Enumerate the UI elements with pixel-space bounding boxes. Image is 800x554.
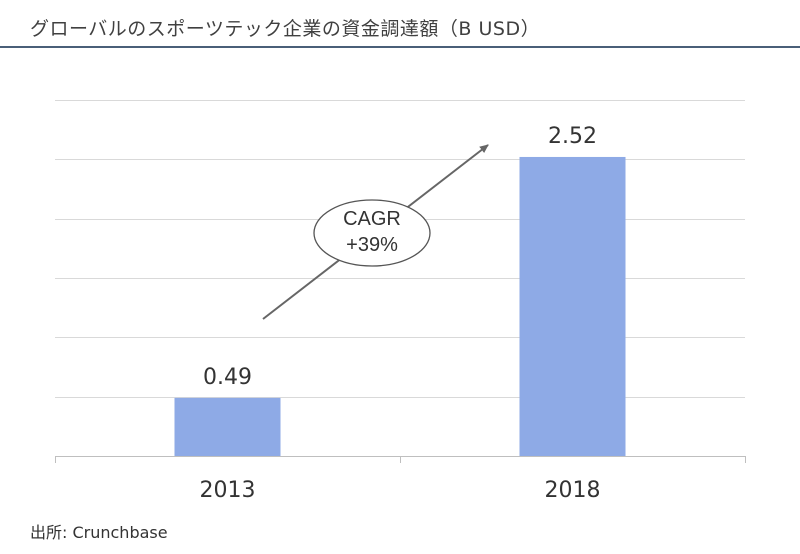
data-label-2013: 0.49: [203, 365, 252, 390]
bar-2013: [174, 397, 281, 456]
title-divider: [0, 46, 800, 48]
data-label-2018: 2.52: [548, 124, 597, 149]
source-note: 出所: Crunchbase: [30, 523, 168, 542]
bar-2018: [519, 156, 626, 456]
chart-title: グローバルのスポーツテック企業の資金調達額（B USD）: [30, 18, 541, 40]
cagr-label: CAGR: [343, 208, 401, 230]
x-tick-label-2018: 2018: [545, 478, 601, 503]
x-tick-label-2013: 2013: [200, 478, 256, 503]
cagr-callout-bubble: [313, 199, 431, 267]
cagr-value: +39%: [346, 234, 398, 256]
